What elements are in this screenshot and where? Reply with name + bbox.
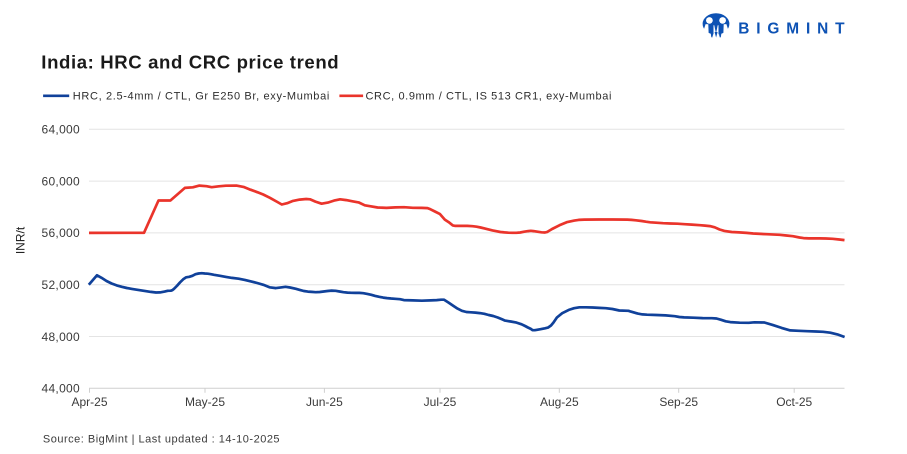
svg-text:India: HRC and CRC price trend: India: HRC and CRC price trend [41,52,339,73]
svg-text:64,000: 64,000 [41,123,80,137]
svg-text:56,000: 56,000 [41,226,80,240]
svg-text:HRC, 2.5-4mm / CTL, Gr E250 Br: HRC, 2.5-4mm / CTL, Gr E250 Br, exy-Mumb… [73,91,330,103]
svg-text:CRC, 0.9mm / CTL, IS 513 CR1,: CRC, 0.9mm / CTL, IS 513 CR1, exy-Mumbai [366,91,613,103]
svg-text:Aug-25: Aug-25 [540,395,579,409]
svg-text:Sep-25: Sep-25 [659,395,698,409]
svg-text:Apr-25: Apr-25 [71,395,107,409]
svg-text:Jul-25: Jul-25 [424,395,457,409]
svg-text:May-25: May-25 [185,395,225,409]
svg-text:48,000: 48,000 [41,330,80,344]
svg-text:INR/t: INR/t [14,226,28,254]
svg-text:52,000: 52,000 [41,278,80,292]
svg-text:Jun-25: Jun-25 [306,395,343,409]
svg-text:44,000: 44,000 [41,382,80,396]
svg-text:BIGMINT: BIGMINT [738,20,851,37]
svg-text:Oct-25: Oct-25 [776,395,812,409]
svg-text:Source: BigMint | Last updated: Source: BigMint | Last updated : 14-10-2… [43,433,280,445]
svg-text:60,000: 60,000 [41,174,80,188]
